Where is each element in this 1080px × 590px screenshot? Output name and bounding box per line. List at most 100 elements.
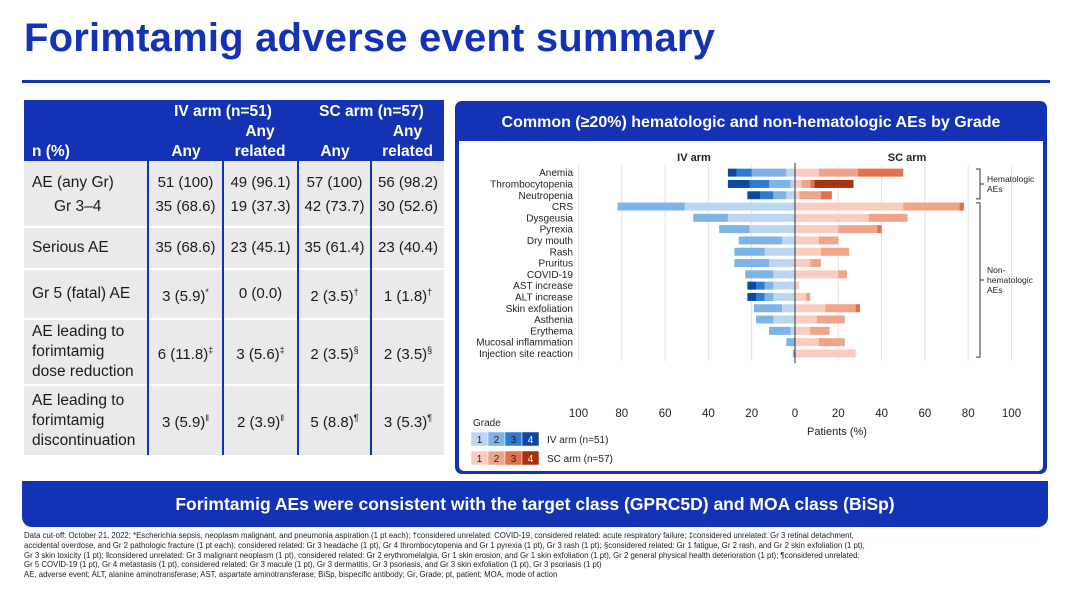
sc-bar-segment (810, 179, 815, 188)
title-divider (22, 80, 1050, 83)
iv-bar-segment (786, 191, 795, 200)
sc-bar-segment (795, 326, 811, 335)
table-cell: 51 (100) (147, 161, 223, 197)
footnote-mark: † (353, 286, 359, 297)
category-label: Asthenia (534, 315, 573, 326)
footnote-mark: ‡ (279, 344, 285, 355)
iv-bar-segment (753, 304, 783, 313)
footnote-mark: § (427, 344, 433, 355)
sc-bar-segment (838, 270, 847, 279)
footnote-mark: ‖ (205, 413, 210, 423)
tick-label: 100 (1002, 408, 1021, 420)
sc-panel-label: SC arm (888, 152, 927, 164)
table-cell: 49 (96.1) (222, 161, 298, 197)
iv-bar-segment (773, 315, 795, 324)
legend-grade-label: 4 (528, 435, 534, 446)
category-label: Pruritus (539, 259, 573, 270)
iv-bar-segment (736, 168, 752, 177)
footnote-line: Gr 5 COVID-19 (1 pt), Gr 4 metastasis (1… (24, 560, 602, 570)
header-sc-any: Any (297, 141, 371, 161)
sc-bar-segment (795, 191, 800, 200)
iv-bar-segment (751, 168, 787, 177)
sc-bar-segment (795, 349, 856, 358)
conclusion-banner: Forimtamig AEs were consistent with the … (22, 481, 1048, 527)
row-label: Serious AE (24, 226, 148, 269)
sc-bar-segment (795, 225, 839, 234)
iv-bar-segment (764, 292, 774, 301)
group-label: Non- (987, 265, 1006, 275)
table-cell: 3 (5.9)‖ (147, 384, 223, 455)
iv-bar-segment (749, 225, 795, 234)
chart-panel: Common (≥20%) hematologic and non-hemato… (455, 101, 1047, 474)
chart-title: Common (≥20%) hematologic and non-hemato… (501, 114, 1001, 131)
category-label: ALT increase (515, 292, 573, 303)
legend-title: Grade (473, 418, 501, 429)
row-label-line: AE leading to (32, 391, 125, 409)
category-label: Anemia (539, 168, 573, 179)
group-bracket (976, 168, 984, 200)
category-label: AST increase (513, 281, 573, 292)
category-label: Mucosal inflammation (476, 338, 573, 349)
legend-grade-label: 2 (494, 435, 500, 446)
group-label: Hematologic (987, 174, 1035, 184)
page-title: Forimtamig adverse event summary (24, 16, 716, 60)
iv-bar-segment (792, 349, 795, 358)
sc-bar-segment (795, 270, 839, 279)
sc-bar-segment (818, 338, 845, 347)
cell-value: 3 (5.6) (236, 345, 280, 363)
table-cell: 35 (68.6) (147, 197, 223, 227)
cell-value: 2 (3.5) (310, 345, 354, 363)
iv-bar-segment (693, 213, 728, 222)
category-label: Erythema (530, 326, 573, 337)
iv-bar-segment (769, 259, 795, 268)
footnote-line: Data cut-off: October 21, 2022; *Escheri… (24, 531, 854, 540)
footnote-mark: ¶ (353, 413, 359, 423)
chart-area: IV arm SC arm Anemia Thrombocytopenia Neutro… (459, 141, 1043, 471)
iv-bar-segment (747, 191, 761, 200)
row-label: AE (any Gr) (24, 161, 148, 197)
sc-bar-segment (795, 247, 821, 256)
iv-bar-segment (617, 202, 685, 211)
legend-grade-label: 3 (511, 435, 517, 446)
ae-summary-table: IV arm (n=51) SC arm (n=57) Any Any n (%… (24, 100, 445, 455)
footnote-mark: ‖ (280, 413, 285, 423)
table-cell: 30 (52.6) (369, 197, 445, 227)
table-cell: 5 (8.8)¶ (297, 384, 371, 455)
legend-grade-label: 2 (494, 454, 500, 465)
iv-bar-segment (727, 213, 795, 222)
table-cell: 2 (3.5)† (297, 268, 371, 319)
iv-bar-segment (764, 247, 795, 256)
table-cell: 0 (0.0) (222, 268, 298, 319)
sc-bar-segment (877, 225, 882, 234)
table-cell: 6 (11.8)‡ (147, 318, 223, 385)
legend-grade-label: 4 (528, 454, 534, 465)
footnote-mark: § (353, 344, 359, 355)
tick-label: 20 (832, 408, 845, 420)
iv-bar-segment (749, 179, 770, 188)
tick-label: 40 (702, 408, 715, 420)
header-iv-any-related-1: Any (223, 122, 298, 141)
iv-bar-segment (786, 168, 795, 177)
category-label: CRS (552, 202, 573, 213)
sc-bar-segment (805, 292, 811, 301)
footnote-mark: * (205, 286, 209, 297)
sc-bar-segment (795, 179, 802, 188)
category-label: COVID-19 (527, 270, 574, 281)
sc-bar-segment (818, 236, 839, 245)
legend-grade-label: 3 (511, 454, 517, 465)
iv-bar-segment (764, 281, 774, 290)
legend-swatch (521, 431, 540, 447)
table-cell: 2 (3.5)§ (297, 318, 371, 385)
iv-bar-segment (786, 338, 795, 347)
footnote-mark: ‡ (208, 344, 214, 355)
footnote-mark: † (427, 286, 433, 297)
group-bracket (976, 202, 984, 358)
sc-bar-segment (825, 304, 856, 313)
iv-bar-segment (727, 179, 750, 188)
sc-bar-segment (795, 281, 800, 290)
iv-bar-segment (727, 168, 737, 177)
legend-series-label: IV arm (n=51) (547, 435, 608, 446)
group-label: AEs (987, 285, 1003, 295)
category-label: Neutropenia (519, 191, 574, 202)
sc-bar-segment (795, 304, 826, 313)
